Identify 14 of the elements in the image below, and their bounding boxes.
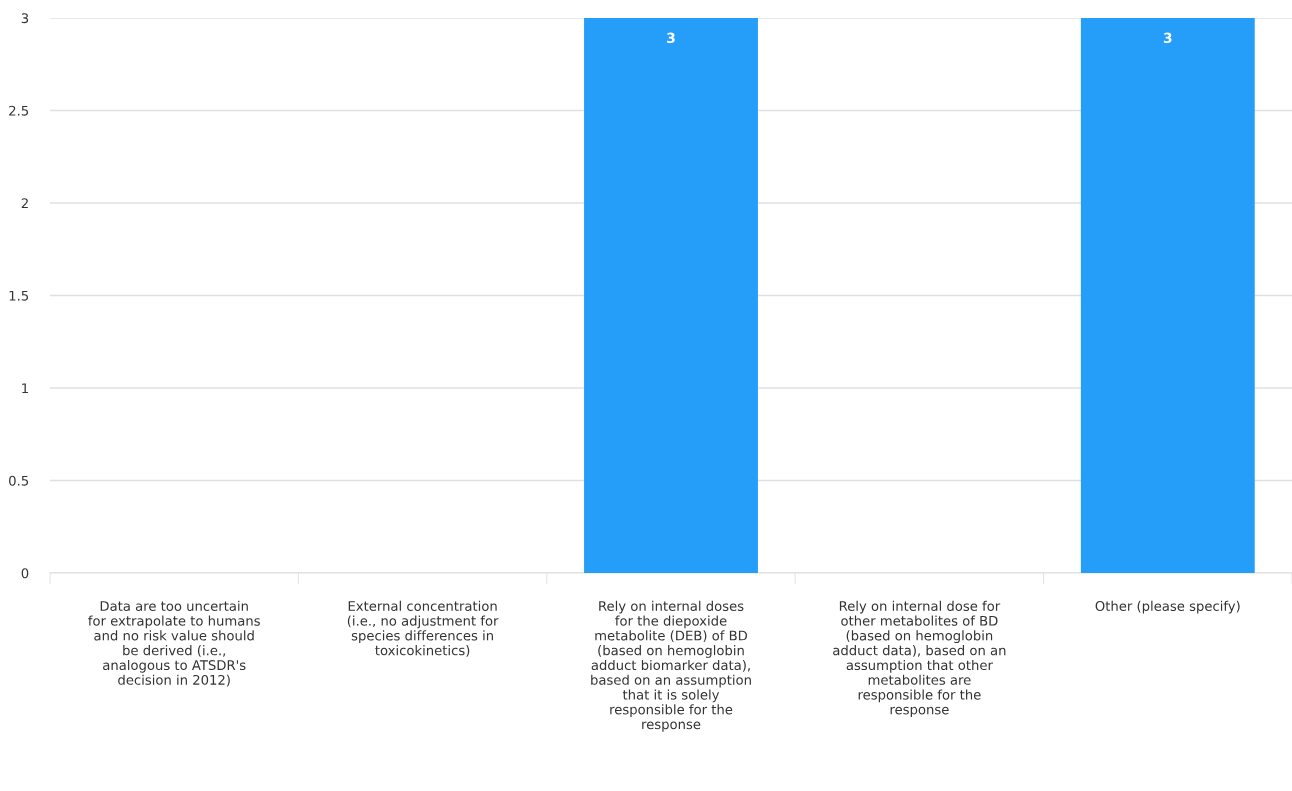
- x-tick-label: Other (please specify): [1095, 600, 1240, 614]
- x-tick-label: Rely on internal dose for other metabolites of BD (based on hemoglobin adduct data), based on an assumption that other metabolites are responsible for the response: [833, 600, 1006, 717]
- y-tick-label: 3: [21, 13, 29, 24]
- data-label: 3: [667, 32, 675, 44]
- x-tick-label: External concentration (i.e., no adjustment for species differences in toxicokinetics): [347, 600, 499, 657]
- y-tick-label: 2.5: [9, 105, 29, 116]
- x-tick-label: Data are too uncertain for extrapolate to humans and no risk value should be derived (i.e., analogous to ATSDR's decision in 2012): [88, 600, 260, 687]
- y-tick-label: 0: [21, 568, 29, 579]
- y-tick-label: 0.5: [9, 475, 29, 486]
- y-tick-label: 1.5: [9, 290, 29, 301]
- y-tick-label: 2: [21, 198, 28, 209]
- y-tick-label: 1: [22, 383, 28, 394]
- category-label: Rely on internal doses for the diepoxide metabolite (DEB) of BD (based on hemoglobin adduct biomarker data), based on an assumption that it is solely responsible for the response: [591, 600, 751, 732]
- data-label: 3: [1163, 32, 1172, 44]
